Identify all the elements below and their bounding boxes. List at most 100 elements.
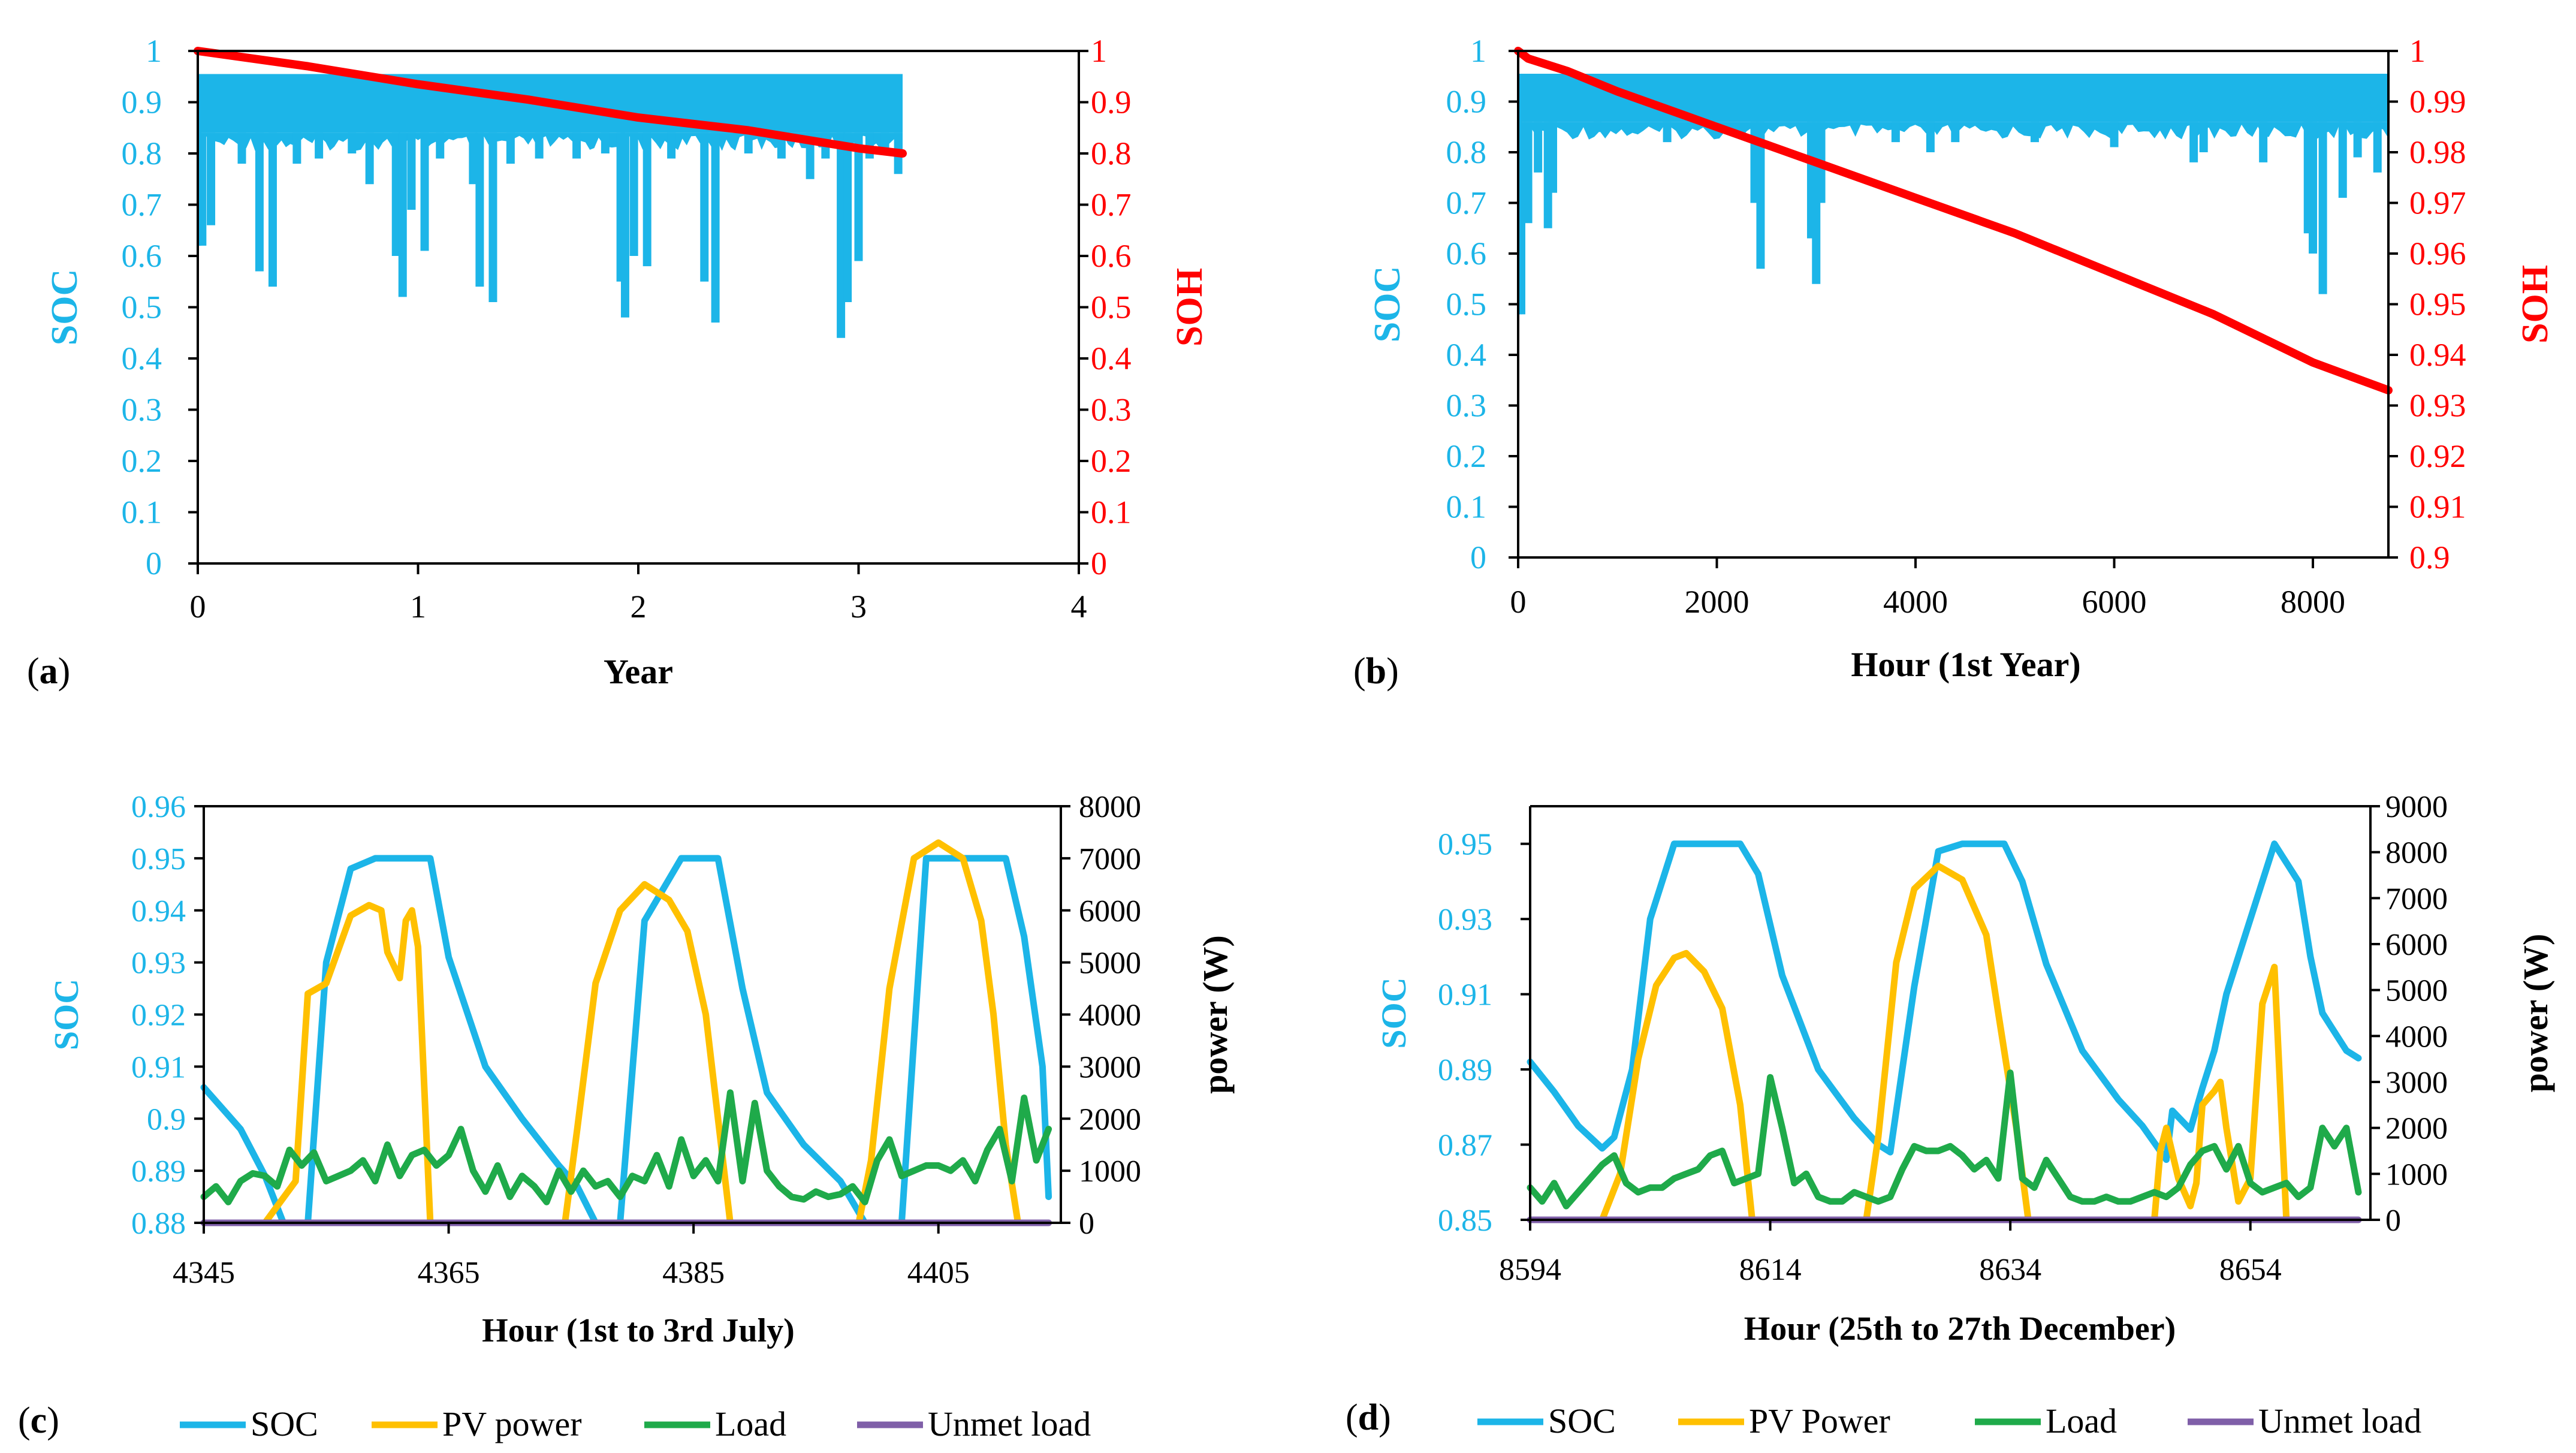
y-axis-title: SOC bbox=[44, 269, 85, 345]
y-tick-label: 0.91 bbox=[1438, 978, 1492, 1012]
y-tick-label: 0.9 bbox=[122, 85, 162, 120]
y2-tick-label: 1 bbox=[2409, 33, 2426, 69]
y2-tick-label: 0 bbox=[2385, 1204, 2401, 1238]
y2-tick-label: 1 bbox=[1091, 33, 1107, 69]
x-tick-label: 4365 bbox=[418, 1256, 480, 1290]
y-tick-label: 0 bbox=[1470, 539, 1486, 575]
y-tick-label: 0.92 bbox=[131, 999, 186, 1033]
x-axis-title: Hour (25th to 27th December) bbox=[1744, 1310, 2176, 1348]
series-soh-line bbox=[1514, 47, 2393, 395]
y2-tick-label: 0.97 bbox=[2409, 185, 2466, 221]
x-tick-label: 4405 bbox=[907, 1256, 970, 1290]
y2-tick-label: 7000 bbox=[2385, 882, 2448, 916]
y-tick-label: 0.93 bbox=[1438, 903, 1492, 937]
series-load-line bbox=[1527, 1069, 2362, 1210]
y2-tick-label: 0.3 bbox=[1091, 392, 1132, 428]
y2-axis-title: SOH bbox=[2515, 265, 2556, 343]
y-tick-label: 0.9 bbox=[1446, 84, 1487, 120]
y2-tick-label: 0.94 bbox=[2409, 337, 2466, 373]
legend-d: SOC PV Power Load Unmet load bbox=[1477, 1401, 2421, 1440]
panel-label-b: (b) bbox=[1353, 651, 1399, 692]
x-axis-title: Hour (1st to 3rd July) bbox=[482, 1312, 795, 1349]
x-tick-label: 4000 bbox=[1883, 584, 1948, 620]
x-tick-label: 1 bbox=[410, 589, 426, 625]
x-axis-title: Year bbox=[604, 652, 673, 691]
legend-c: SOC PV power Load Unmet load bbox=[180, 1404, 1091, 1443]
y2-tick-label: 4000 bbox=[2385, 1020, 2448, 1054]
y2-axis-title: SOH bbox=[1169, 268, 1210, 346]
legend-label-soc: SOC bbox=[251, 1404, 318, 1443]
chart-a: 0 1 2 3 400.10.20.30.40.50.60.70.80.9100.10.… bbox=[44, 33, 1210, 691]
y2-tick-label: 7000 bbox=[1079, 842, 1141, 876]
x-tick-label: 8594 bbox=[1499, 1253, 1561, 1287]
chart-b: 0 2000 4000 6000 8000 0 0.1 0.2 0.3 0.4 0.5 0.6 0.7 0… bbox=[1367, 33, 2556, 684]
y-tick-label: 0.91 bbox=[131, 1050, 186, 1084]
y2-tick-label: 0.2 bbox=[1091, 443, 1132, 479]
y-tick-label: 0.9 bbox=[147, 1102, 186, 1137]
series-soc-band bbox=[1518, 74, 2388, 122]
y2-tick-label: 6000 bbox=[2385, 928, 2448, 962]
legend-label-load: Load bbox=[715, 1404, 786, 1443]
y2-tick-label: 0.5 bbox=[1091, 290, 1132, 325]
y-tick-label: 0.89 bbox=[1438, 1053, 1492, 1087]
x-tick-label: 8000 bbox=[2281, 584, 2345, 620]
y-tick-label: 0.1 bbox=[122, 495, 162, 530]
x-tick-label: 4385 bbox=[662, 1256, 725, 1290]
x-tick-label: 2 bbox=[631, 589, 647, 625]
y-tick-label: 0.89 bbox=[131, 1154, 186, 1189]
series-soc-band-edge bbox=[198, 132, 903, 151]
legend-label-pv-power: PV Power bbox=[1749, 1401, 1890, 1440]
series-pv-power-line bbox=[1598, 863, 2290, 1223]
x-tick-label: 4 bbox=[1071, 589, 1087, 625]
y-tick-label: 1 bbox=[1470, 33, 1486, 69]
y2-tick-label: 0.99 bbox=[2409, 84, 2466, 120]
series-pv-power-line bbox=[261, 839, 1021, 1226]
y2-tick-label: 0 bbox=[1079, 1207, 1094, 1241]
y-tick-label: 1 bbox=[146, 33, 162, 69]
y-tick-label: 0.85 bbox=[1438, 1204, 1492, 1238]
y2-tick-label: 3000 bbox=[2385, 1066, 2448, 1100]
y-tick-label: 0.4 bbox=[122, 340, 162, 376]
y-tick-label: 0.94 bbox=[131, 894, 186, 929]
y-axis-title: SOC bbox=[1367, 266, 1408, 342]
y-tick-label: 0 bbox=[146, 545, 162, 581]
panel-label-a: (a) bbox=[27, 651, 70, 692]
panel-label-c: (c) bbox=[18, 1400, 59, 1441]
y2-tick-label: 8000 bbox=[1079, 790, 1141, 824]
chart-c: 4345 4365 4385 4405 0.88 0.89 0.9 0.91 0.92 0.93 0… bbox=[47, 790, 1235, 1349]
y-tick-label: 0.8 bbox=[122, 135, 162, 171]
y-tick-label: 0.1 bbox=[1446, 489, 1487, 525]
y2-tick-label: 3000 bbox=[1079, 1050, 1141, 1084]
y-tick-label: 0.7 bbox=[122, 187, 162, 223]
y2-tick-label: 0.9 bbox=[1091, 85, 1132, 120]
y2-tick-label: 2000 bbox=[1079, 1102, 1141, 1137]
y2-tick-label: 0.98 bbox=[2409, 134, 2466, 170]
y2-tick-label: 0.7 bbox=[1091, 187, 1132, 223]
y-tick-label: 0.95 bbox=[131, 842, 186, 876]
y-tick-label: 0.88 bbox=[131, 1207, 186, 1241]
y2-axis-title: power (W) bbox=[2516, 934, 2555, 1093]
x-tick-label: 4345 bbox=[173, 1256, 235, 1290]
y2-tick-label: 0.91 bbox=[2409, 489, 2466, 525]
y-tick-label: 0.95 bbox=[1438, 828, 1492, 862]
y2-tick-label: 0.6 bbox=[1091, 238, 1132, 274]
x-tick-label: 3 bbox=[850, 589, 867, 625]
y-tick-label: 0.2 bbox=[122, 443, 162, 479]
y-tick-label: 0.3 bbox=[122, 392, 162, 428]
x-tick-label: 8654 bbox=[2219, 1253, 2282, 1287]
legend-label-unmet-load: Unmet load bbox=[2258, 1401, 2421, 1440]
y-tick-label: 0.6 bbox=[1446, 236, 1487, 272]
chart-d: 8594 8614 8634 8654 0.85 0.87 0.89 0.91 0.93 0.95… bbox=[1374, 790, 2555, 1348]
x-tick-label: 8614 bbox=[1739, 1253, 1802, 1287]
y2-tick-label: 5000 bbox=[2385, 974, 2448, 1008]
y2-tick-label: 1000 bbox=[1079, 1154, 1141, 1189]
x-tick-label: 2000 bbox=[1685, 584, 1749, 620]
x-tick-label: 0 bbox=[190, 589, 206, 625]
y-tick-label: 0.93 bbox=[131, 946, 186, 981]
y2-tick-label: 0.4 bbox=[1091, 340, 1132, 376]
y2-tick-label: 0.1 bbox=[1091, 495, 1132, 530]
y2-tick-label: 4000 bbox=[1079, 999, 1141, 1033]
y2-tick-label: 0.96 bbox=[2409, 236, 2466, 272]
y-tick-label: 0.8 bbox=[1446, 134, 1487, 170]
